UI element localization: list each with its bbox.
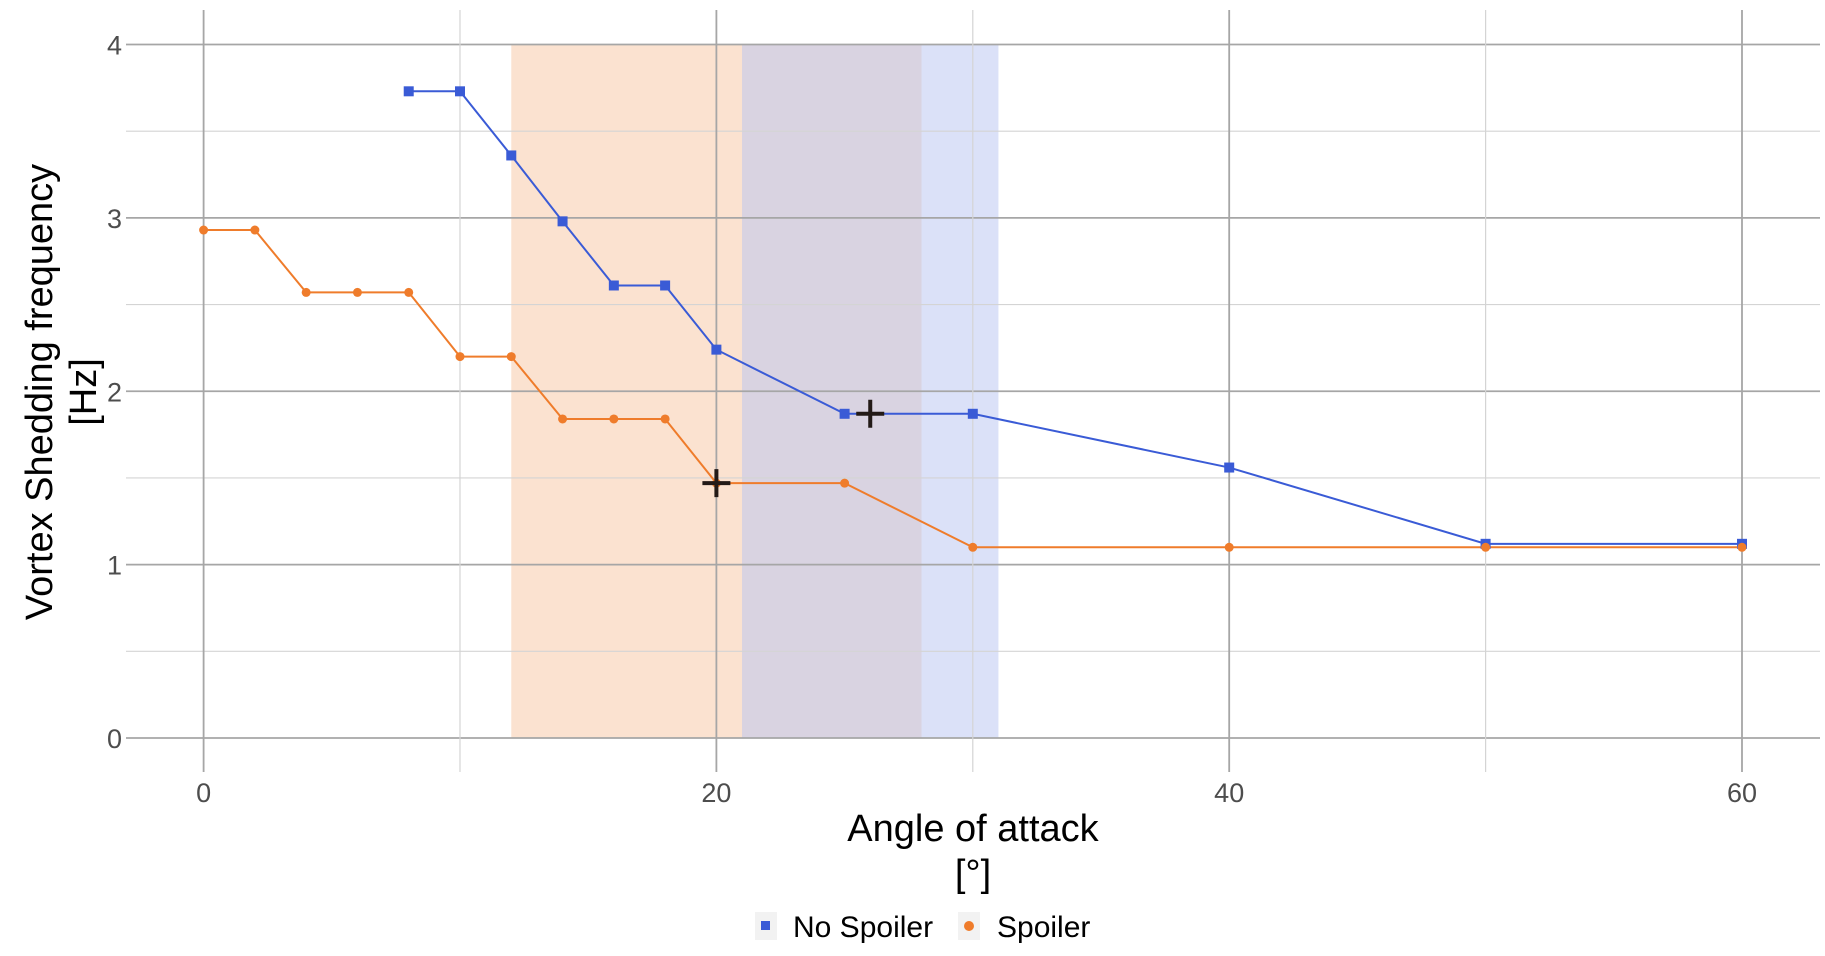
data-point-no-spoiler <box>557 216 568 227</box>
series-line-no-spoiler <box>408 90 1742 545</box>
data-point-spoiler <box>199 225 209 235</box>
data-point-no-spoiler <box>1224 462 1235 473</box>
data-point-spoiler <box>352 287 362 297</box>
data-point-spoiler <box>558 414 568 424</box>
data-point-no-spoiler <box>506 150 517 161</box>
x-tick-label: 60 <box>1727 778 1757 808</box>
data-point-spoiler <box>301 287 311 297</box>
data-point-no-spoiler <box>839 408 850 419</box>
cross-marker <box>702 469 731 498</box>
data-point-no-spoiler <box>660 280 671 291</box>
y-tick-label: 0 <box>107 724 122 754</box>
legend-marker-no-spoiler <box>761 921 770 930</box>
data-point-spoiler <box>1481 542 1491 552</box>
x-tick-label: 40 <box>1214 778 1244 808</box>
data-point-spoiler <box>1737 542 1747 552</box>
x-axis-unit: [°] <box>955 853 991 895</box>
data-point-no-spoiler <box>967 408 978 419</box>
x-tick-label: 20 <box>701 778 731 808</box>
legend: No Spoiler Spoiler <box>755 911 1090 944</box>
y-tick-label: 3 <box>107 204 122 234</box>
data-point-no-spoiler <box>403 86 414 97</box>
y-tick-label: 1 <box>107 551 122 581</box>
series-line-spoiler <box>203 229 1742 549</box>
legend-marker-spoiler <box>964 921 974 931</box>
data-point-spoiler <box>250 225 260 235</box>
x-tick-label: 0 <box>196 778 211 808</box>
data-point-spoiler <box>660 414 670 424</box>
data-point-spoiler <box>404 287 414 297</box>
data-point-no-spoiler <box>455 86 465 97</box>
data-point-no-spoiler <box>711 344 722 355</box>
data-point-no-spoiler <box>608 280 619 291</box>
cross-marker <box>856 399 885 428</box>
data-point-spoiler <box>968 542 978 552</box>
legend-label-spoiler: Spoiler <box>997 911 1090 944</box>
data-point-spoiler <box>1224 542 1234 552</box>
data-point-spoiler <box>840 478 850 488</box>
y-axis-unit: [Hz] <box>63 358 105 426</box>
data-point-spoiler <box>455 352 465 362</box>
legend-label-no-spoiler: No Spoiler <box>793 911 933 944</box>
x-axis-title: Angle of attack <box>847 808 1099 850</box>
y-tick-label: 4 <box>107 31 122 61</box>
y-tick-label: 2 <box>107 377 122 407</box>
y-axis-title: Vortex Shedding frequency <box>19 164 61 620</box>
data-point-spoiler <box>506 352 516 362</box>
data-point-spoiler <box>609 414 619 424</box>
